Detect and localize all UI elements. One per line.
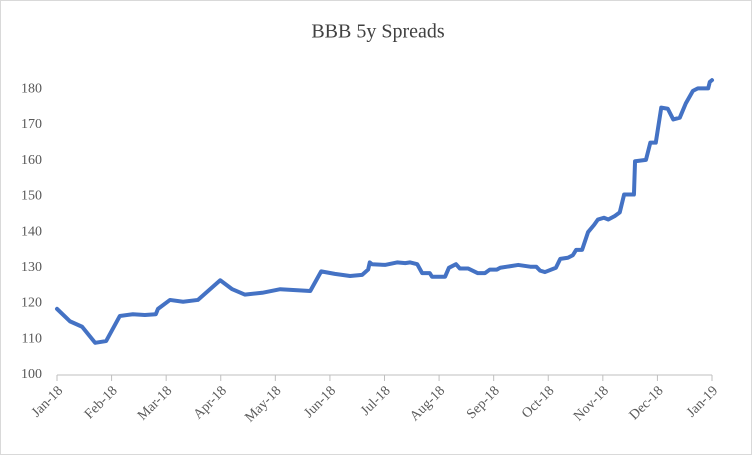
y-tick-label: 140: [21, 224, 42, 239]
y-tick-label: 100: [21, 367, 42, 382]
y-tick-label: 120: [21, 296, 42, 311]
line-series: [55, 78, 714, 345]
chart-title: BBB 5y Spreads: [311, 21, 445, 43]
y-tick-label: 170: [21, 117, 42, 132]
y-tick-label: 160: [21, 153, 42, 168]
y-tick-label: 130: [21, 260, 42, 275]
y-tick-label: 110: [22, 331, 42, 346]
y-tick-label: 180: [21, 81, 42, 96]
y-tick-label: 150: [21, 189, 42, 204]
